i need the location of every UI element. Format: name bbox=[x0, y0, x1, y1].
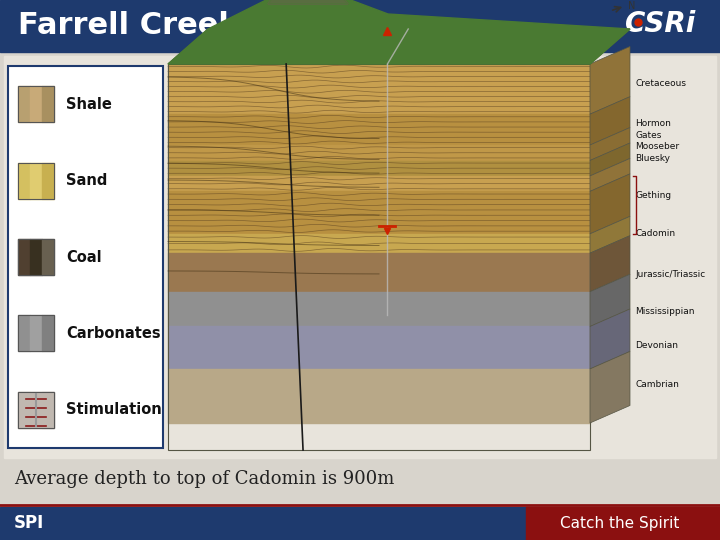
Text: Hormon: Hormon bbox=[635, 119, 671, 129]
Text: Mississippian: Mississippian bbox=[635, 307, 695, 315]
Text: Carbonates: Carbonates bbox=[66, 326, 161, 341]
Bar bbox=[18, 163, 30, 199]
Polygon shape bbox=[590, 158, 630, 191]
Bar bbox=[18, 392, 54, 428]
Text: Mooseber: Mooseber bbox=[635, 143, 679, 152]
Polygon shape bbox=[590, 97, 630, 145]
Text: Cadomin: Cadomin bbox=[635, 230, 675, 238]
Polygon shape bbox=[168, 0, 630, 64]
Polygon shape bbox=[590, 143, 630, 176]
Text: N: N bbox=[628, 1, 635, 11]
Bar bbox=[42, 86, 54, 122]
Bar bbox=[168, 145, 590, 160]
Polygon shape bbox=[590, 217, 630, 253]
Bar bbox=[168, 64, 590, 450]
Polygon shape bbox=[168, 29, 630, 64]
Bar bbox=[168, 234, 590, 253]
Bar bbox=[30, 239, 42, 275]
Bar bbox=[18, 392, 30, 428]
Bar bbox=[168, 292, 590, 327]
Bar bbox=[526, 507, 720, 540]
Text: Jurassic/Triassic: Jurassic/Triassic bbox=[635, 270, 706, 279]
Bar bbox=[168, 191, 590, 234]
Text: Devonian: Devonian bbox=[635, 341, 678, 350]
Bar bbox=[18, 239, 30, 275]
Bar bbox=[168, 369, 590, 423]
Bar bbox=[168, 160, 590, 176]
Bar bbox=[42, 163, 54, 199]
Bar bbox=[18, 315, 54, 352]
Bar bbox=[18, 315, 30, 352]
Bar bbox=[30, 392, 42, 428]
Bar bbox=[18, 86, 54, 122]
Text: CSRi: CSRi bbox=[625, 10, 695, 38]
Bar bbox=[168, 114, 590, 145]
Text: Cretaceous: Cretaceous bbox=[635, 79, 686, 88]
Bar bbox=[4, 56, 716, 458]
Polygon shape bbox=[590, 46, 630, 114]
Bar bbox=[18, 86, 30, 122]
Text: Sand: Sand bbox=[66, 173, 107, 188]
Bar bbox=[18, 163, 54, 199]
Polygon shape bbox=[590, 127, 630, 160]
FancyBboxPatch shape bbox=[8, 66, 163, 448]
Bar bbox=[42, 392, 54, 428]
Bar bbox=[18, 392, 54, 428]
Polygon shape bbox=[590, 274, 630, 327]
Polygon shape bbox=[268, 0, 348, 4]
Bar bbox=[168, 64, 590, 114]
Text: Cambrian: Cambrian bbox=[635, 380, 679, 389]
Bar bbox=[42, 239, 54, 275]
Bar bbox=[30, 163, 42, 199]
Polygon shape bbox=[590, 352, 630, 423]
Polygon shape bbox=[590, 235, 630, 292]
Bar bbox=[18, 239, 54, 275]
Bar bbox=[168, 176, 590, 191]
Text: Gates: Gates bbox=[635, 131, 662, 140]
Bar bbox=[42, 315, 54, 352]
Polygon shape bbox=[590, 309, 630, 369]
Text: SPI: SPI bbox=[14, 515, 44, 532]
Polygon shape bbox=[268, 0, 348, 4]
Text: Average depth to top of Cadomin is 900m: Average depth to top of Cadomin is 900m bbox=[14, 470, 395, 488]
Bar bbox=[168, 327, 590, 369]
Bar bbox=[168, 253, 590, 292]
Text: Farrell Creek Geology: Farrell Creek Geology bbox=[18, 11, 389, 40]
Bar bbox=[0, 507, 720, 540]
Bar bbox=[0, 0, 720, 52]
Text: Shale: Shale bbox=[66, 97, 112, 112]
Text: Gething: Gething bbox=[635, 191, 671, 200]
Text: Stimulation: Stimulation bbox=[66, 402, 162, 417]
Text: Catch the Spirit: Catch the Spirit bbox=[559, 516, 679, 531]
Text: Bluesky: Bluesky bbox=[635, 154, 670, 163]
Polygon shape bbox=[590, 174, 630, 234]
Bar bbox=[30, 86, 42, 122]
Bar bbox=[30, 315, 42, 352]
Text: Coal: Coal bbox=[66, 249, 102, 265]
